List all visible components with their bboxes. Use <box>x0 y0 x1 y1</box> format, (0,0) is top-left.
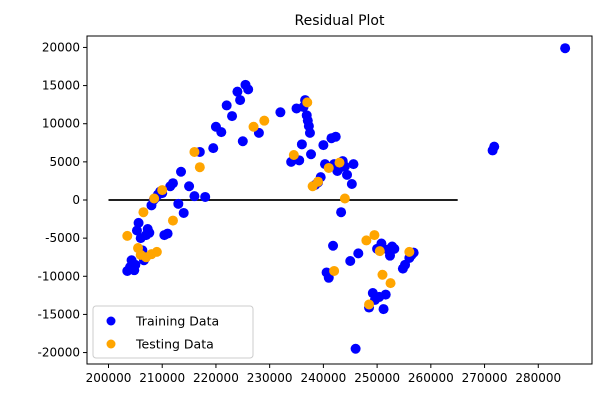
legend-label-testing: Testing Data <box>135 337 214 352</box>
testing-point <box>302 97 313 108</box>
training-point <box>342 169 353 180</box>
testing-point <box>334 157 345 168</box>
x-tick-label: 200000 <box>86 371 132 385</box>
testing-point <box>404 246 415 257</box>
training-point <box>376 238 387 249</box>
testing-point <box>369 230 380 241</box>
y-tick-label: 15000 <box>42 79 80 93</box>
y-tick-label: 20000 <box>42 40 80 54</box>
testing-point <box>364 299 375 310</box>
training-point <box>144 227 155 238</box>
y-tick-label: -15000 <box>37 307 80 321</box>
training-point <box>348 159 359 170</box>
training-point <box>133 217 144 228</box>
training-point <box>330 131 341 142</box>
legend-marker-training <box>106 316 116 326</box>
training-point <box>173 198 184 209</box>
testing-point <box>149 193 160 204</box>
training-point <box>489 141 500 152</box>
training-point <box>318 140 329 151</box>
testing-point <box>385 278 396 289</box>
training-point <box>350 343 361 354</box>
x-tick-label: 280000 <box>515 371 561 385</box>
training-point <box>178 207 189 218</box>
testing-point <box>194 162 205 173</box>
training-point <box>328 240 339 251</box>
training-point <box>184 181 195 192</box>
testing-point <box>323 162 334 173</box>
testing-point <box>339 193 350 204</box>
testing-point <box>167 215 178 226</box>
legend: Training Data Testing Data <box>92 305 254 359</box>
y-tick-label: -20000 <box>37 346 80 360</box>
chart-title: Residual Plot <box>295 13 385 29</box>
testing-point <box>157 185 168 196</box>
training-point <box>336 207 347 218</box>
legend-marker-testing <box>106 339 116 349</box>
x-axis-ticks: 200000 210000 220000 230000 240000 250000 2600… <box>86 364 561 385</box>
legend-label-training: Training Data <box>135 314 219 329</box>
x-tick-label: 240000 <box>300 371 346 385</box>
x-tick-label: 250000 <box>354 371 400 385</box>
testing-point <box>329 265 340 276</box>
training-point <box>243 84 254 95</box>
testing-point <box>361 235 372 246</box>
training-point <box>304 127 315 138</box>
training-point <box>216 127 227 138</box>
training-point <box>189 191 200 202</box>
training-point <box>232 86 243 97</box>
testing-point <box>374 246 385 257</box>
x-tick-label: 220000 <box>193 371 239 385</box>
testing-point <box>151 246 162 257</box>
testing-data-series <box>122 97 415 310</box>
x-tick-label: 260000 <box>408 371 454 385</box>
training-point <box>560 43 571 54</box>
y-tick-label: 10000 <box>42 117 80 131</box>
testing-point <box>138 207 149 218</box>
testing-point <box>248 121 259 132</box>
training-point <box>378 304 389 315</box>
y-axis-ticks: -20000 -15000 -10000 -5000 0 5000 10000 15000 20… <box>37 40 87 360</box>
training-point <box>296 139 307 150</box>
training-point <box>353 248 364 259</box>
y-tick-label: -5000 <box>45 231 80 245</box>
testing-point <box>288 149 299 160</box>
data-points <box>122 43 571 354</box>
training-point <box>389 243 400 254</box>
x-tick-label: 210000 <box>139 371 185 385</box>
y-tick-label: 5000 <box>49 155 80 169</box>
training-point <box>176 166 187 177</box>
legend-box <box>92 305 254 359</box>
training-point <box>200 191 211 202</box>
testing-point <box>377 269 388 280</box>
training-point <box>130 259 141 270</box>
training-data-series <box>122 43 571 354</box>
training-point <box>323 272 334 283</box>
testing-point <box>313 176 324 187</box>
training-point <box>235 95 246 106</box>
training-point <box>221 100 232 111</box>
y-tick-label: -10000 <box>37 269 80 283</box>
y-tick-label: 0 <box>72 193 80 207</box>
training-point <box>237 136 248 147</box>
training-point <box>162 228 173 239</box>
training-point <box>227 111 238 122</box>
training-point <box>380 289 391 300</box>
training-point <box>346 178 357 189</box>
training-point <box>167 178 178 189</box>
training-point <box>131 225 142 236</box>
training-point <box>208 143 219 154</box>
testing-point <box>189 146 200 157</box>
testing-point <box>122 230 133 241</box>
x-tick-label: 270000 <box>462 371 508 385</box>
testing-point <box>259 115 270 126</box>
training-point <box>275 107 286 118</box>
training-point <box>345 256 356 267</box>
training-point <box>306 149 317 160</box>
x-tick-label: 230000 <box>247 371 293 385</box>
